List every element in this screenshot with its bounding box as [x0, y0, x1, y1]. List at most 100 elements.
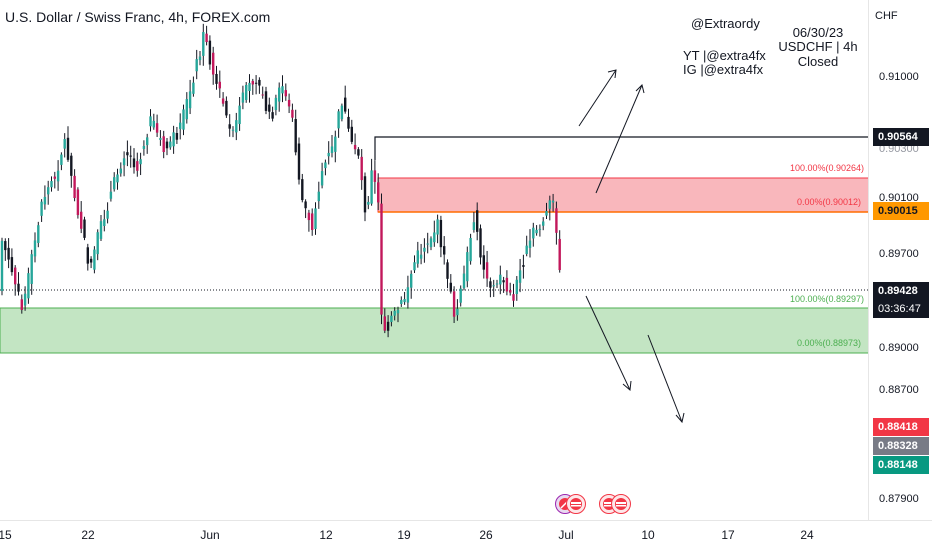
candle [297, 143, 301, 180]
candle [551, 200, 555, 203]
candle [274, 97, 278, 111]
candle [476, 210, 479, 232]
candle [386, 321, 390, 331]
last-price-tag[interactable]: 0.89428 [873, 282, 929, 300]
watermark-pair: USDCHF | 4h [778, 39, 858, 54]
candle [122, 158, 126, 166]
time-axis[interactable]: 15 22 Jun 12 19 26 Jul 10 17 24 [0, 520, 932, 551]
candle [7, 247, 10, 260]
candle [258, 79, 261, 86]
candle [509, 290, 512, 293]
candle [185, 99, 188, 120]
candle [245, 84, 248, 100]
candle [152, 120, 155, 128]
candle [182, 109, 185, 130]
candle [205, 33, 208, 43]
watermark-handle: @Extraordy [691, 16, 760, 31]
price-axis[interactable]: CHF 0.91000 0.90300 0.90100 0.89700 0.89… [868, 0, 932, 520]
time-tick: 22 [81, 528, 95, 542]
candle [208, 40, 212, 65]
candle [489, 281, 492, 288]
resistance-zone[interactable] [377, 177, 868, 213]
candle [30, 254, 33, 284]
candle [390, 315, 393, 322]
candle [76, 189, 80, 216]
candle [344, 97, 347, 112]
candle [320, 171, 324, 186]
candle [353, 144, 357, 150]
candle [350, 126, 353, 142]
candle [301, 179, 304, 201]
candle [162, 136, 165, 153]
candle [499, 274, 502, 285]
candle [136, 161, 139, 171]
candle [502, 280, 505, 283]
candle [172, 132, 175, 147]
candle [419, 254, 423, 259]
candle [192, 82, 195, 94]
candle [439, 219, 443, 248]
candle [132, 158, 136, 168]
candle [406, 287, 410, 303]
price-tick: 0.89000 [879, 342, 919, 354]
candle [558, 238, 561, 271]
candle [271, 112, 274, 119]
candle [66, 137, 70, 160]
candle [14, 267, 17, 285]
candle [423, 247, 426, 252]
support-zone[interactable] [0, 307, 868, 354]
candle [505, 277, 509, 292]
candle [360, 156, 363, 181]
candle [555, 208, 558, 233]
high-level-line[interactable] [374, 136, 868, 160]
price-tick: 0.90100 [879, 192, 919, 204]
candle [109, 191, 113, 199]
candle [446, 262, 449, 279]
us-flag-icon[interactable] [611, 494, 631, 514]
candle [324, 162, 327, 169]
candle [403, 299, 406, 303]
teal-price-tag[interactable]: 0.88148 [873, 456, 929, 474]
candle [340, 105, 344, 120]
candle [0, 240, 4, 291]
candle [548, 200, 551, 209]
time-tick: 24 [800, 528, 814, 542]
candle [334, 136, 337, 152]
candle [33, 240, 37, 257]
candle [264, 91, 268, 111]
candle [139, 159, 142, 165]
gray-price-tag[interactable]: 0.88328 [873, 437, 929, 455]
candle [482, 255, 485, 270]
time-tick: 17 [721, 528, 735, 542]
price-tick-partial: 0.90300 [879, 143, 919, 155]
resistance-top-label: 100.00%(0.90264) [790, 163, 865, 173]
candlestick-series [0, 23, 561, 338]
candle [43, 196, 47, 205]
fib-level-tag[interactable]: 0.90015 [873, 202, 929, 220]
chart-pane[interactable] [0, 0, 868, 520]
candle [89, 258, 93, 263]
level-high-tag[interactable]: 0.90564 [873, 128, 929, 146]
candle [383, 316, 386, 331]
candle [528, 240, 532, 248]
candle [155, 123, 159, 133]
candle [4, 241, 7, 251]
us-flag-icon[interactable] [566, 494, 586, 514]
candle [466, 252, 469, 282]
candle [462, 273, 466, 289]
candle [294, 119, 297, 153]
price-chart[interactable] [0, 0, 868, 520]
candle [337, 111, 340, 129]
candle [142, 145, 146, 149]
candle [73, 175, 76, 199]
candle [218, 81, 221, 89]
candle [96, 232, 99, 255]
red-price-tag[interactable]: 0.88418 [873, 418, 929, 436]
candle [370, 170, 373, 204]
currency-label[interactable]: CHF [875, 10, 898, 22]
watermark-date: 06/30/23 [792, 25, 844, 40]
candle [307, 212, 311, 221]
candle [291, 109, 294, 118]
candle [27, 273, 30, 299]
time-tick: 15 [0, 528, 12, 542]
